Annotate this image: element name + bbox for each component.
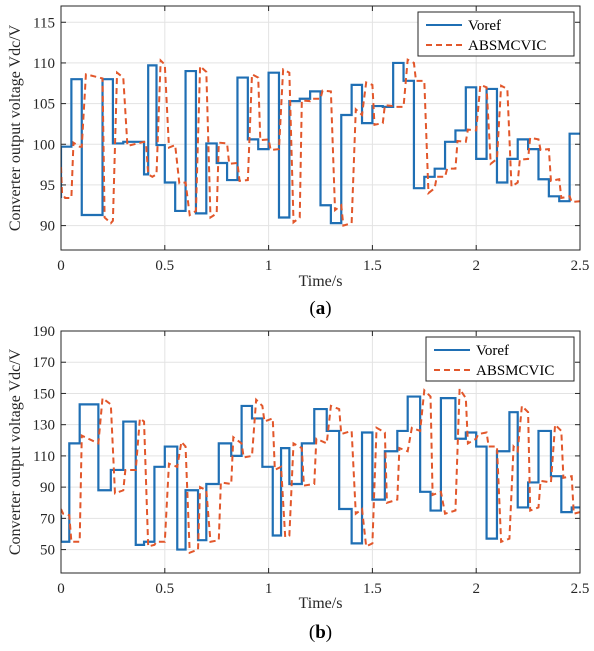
y-tick-label: 110 (33, 449, 55, 465)
axes-frame (60, 5, 581, 251)
x-tick-label: 1.5 (363, 581, 382, 597)
x-tick-label: 1 (265, 258, 273, 274)
x-tick-label: 2.5 (571, 581, 590, 597)
x-axis-label: Time/s (299, 595, 343, 612)
legend-label-voref: Voref (468, 18, 501, 34)
x-tick-label: 0 (57, 581, 65, 597)
legend-label-voref: Voref (476, 343, 509, 359)
legend: Voref ABSMCVIC (417, 11, 575, 57)
chart-panel-b: 0 0.5 1 1.5 2 2.5 50 70 90 110 130 150 170 190 Time/s C… (7, 324, 589, 643)
x-tick-label: 1.5 (363, 258, 382, 274)
y-tick-label: 130 (33, 418, 56, 434)
y-tick-label: 90 (40, 219, 55, 235)
y-tick-label: 50 (40, 543, 55, 559)
y-tick-label: 190 (33, 324, 56, 340)
x-tick-label: 1 (265, 581, 273, 597)
y-tick-label: 110 (33, 56, 55, 72)
legend-label-absmcvic: ABSMCVIC (476, 363, 554, 379)
y-tick-label: 100 (33, 137, 56, 153)
series-line-voref (61, 395, 580, 551)
series-line-absmcvic (61, 58, 580, 227)
y-axis-label: Converter output voltage Vdc/V (7, 24, 24, 231)
x-tick-label: 2.5 (571, 258, 590, 274)
y-tick-label: 70 (40, 511, 55, 527)
y-tick-label: 170 (33, 355, 56, 371)
y-tick-label: 105 (33, 97, 56, 113)
legend-box (417, 11, 575, 57)
x-tick-label: 0.5 (155, 258, 174, 274)
panel-label: (b) (309, 622, 332, 643)
y-tick-label: 95 (40, 178, 55, 194)
legend-box (425, 336, 575, 382)
x-axis-label: Time/s (299, 273, 343, 290)
panel-label: (a) (309, 298, 331, 319)
legend: Voref ABSMCVIC (425, 336, 575, 382)
y-tick-label: 90 (40, 480, 55, 496)
series-line-absmcvic (61, 385, 580, 555)
x-tick-label: 0 (57, 258, 65, 274)
x-tick-label: 2 (472, 258, 480, 274)
axes-frame (60, 330, 581, 574)
x-tick-label: 0.5 (155, 581, 174, 597)
y-tick-label: 150 (33, 386, 56, 402)
y-tick-label: 115 (33, 15, 55, 31)
y-axis-label: Converter output voltage Vdc/V (7, 348, 24, 555)
chart-panel-a: 0 0.5 1 1.5 2 2.5 90 95 100 105 110 115 Time/s Conver… (7, 5, 590, 319)
series-line-voref (61, 61, 580, 225)
x-tick-label: 2 (472, 581, 480, 597)
legend-label-absmcvic: ABSMCVIC (468, 38, 546, 54)
